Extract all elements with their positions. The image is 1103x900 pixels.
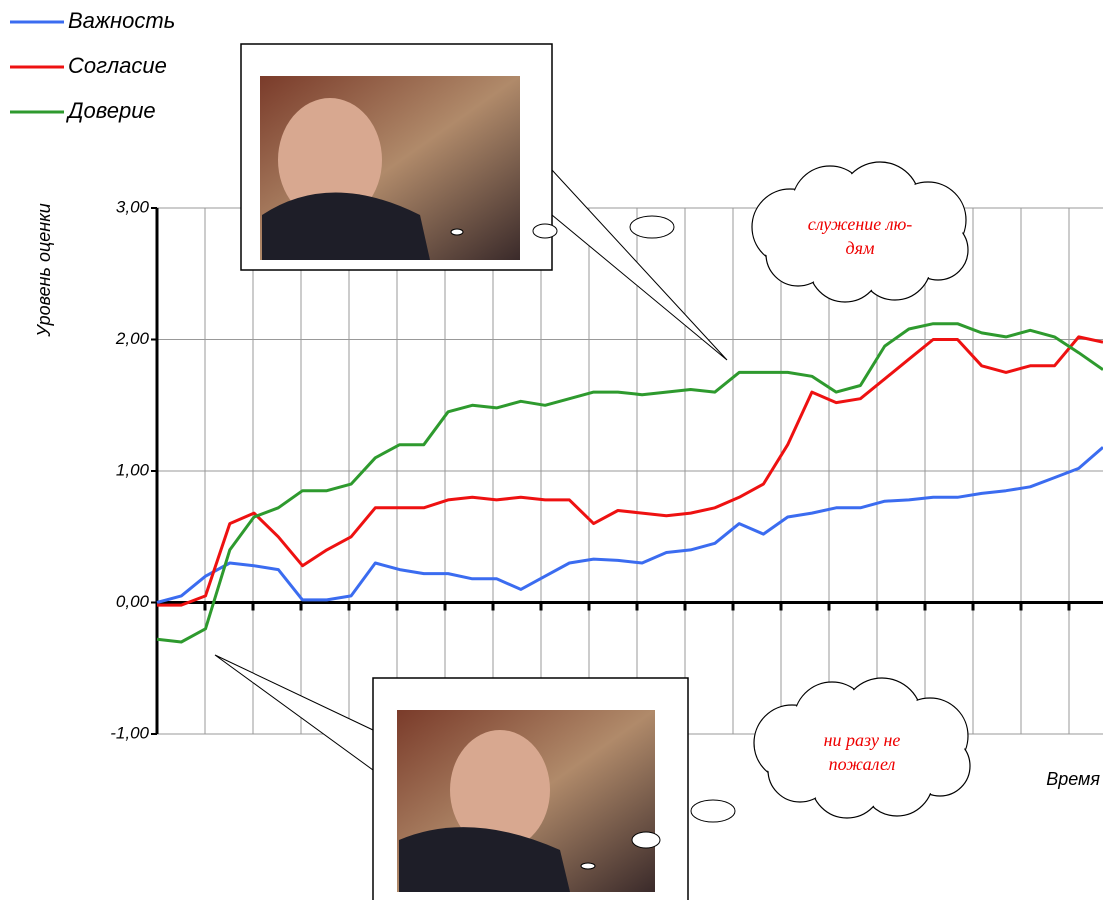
legend-label: Важность <box>68 8 175 33</box>
clouds: служение лю-дям ни разу не пожалел <box>751 161 971 819</box>
callout-pointer <box>551 168 728 361</box>
thought-bubble <box>631 831 661 849</box>
legend-label: Доверие <box>65 98 156 123</box>
legend-label: Согласие <box>68 53 167 78</box>
cloud-fill <box>813 699 911 797</box>
thought-bubble <box>532 223 558 239</box>
grid: -1,00 0,00 1,00 2,00 3,00 <box>110 197 1103 742</box>
annotation: ни разу не <box>824 730 901 750</box>
series-line <box>156 446 1103 604</box>
overlay: служение лю-дям ни разу не пожалел Уровень… <box>34 43 1100 900</box>
cloud-fill <box>811 183 909 281</box>
y-tick-label: -1,00 <box>110 723 149 742</box>
thought-bubble <box>580 862 596 870</box>
x-axis-label: Время <box>1046 769 1100 789</box>
thought-bubble <box>629 215 675 239</box>
series-line <box>156 322 1103 644</box>
legend: Важность Согласие Доверие <box>10 8 175 123</box>
series-line <box>157 335 1103 607</box>
annotation: дям <box>846 238 875 258</box>
cloud: служение лю-дям <box>751 161 969 303</box>
thought-bubble <box>690 799 736 823</box>
y-tick-label: 1,00 <box>116 460 150 479</box>
y-tick-label: 2,00 <box>115 329 150 348</box>
photo-face <box>278 98 382 222</box>
thought-bubble <box>450 228 464 236</box>
annotation: служение лю- <box>808 214 913 234</box>
y-axis-label: Уровень оценки <box>34 203 54 337</box>
annotation: пожалел <box>829 754 896 774</box>
photo-suit <box>399 827 570 892</box>
plot <box>156 322 1103 644</box>
y-tick-label: 3,00 <box>116 197 150 216</box>
photo-face <box>450 730 550 850</box>
photo-suit <box>262 192 430 260</box>
y-tick-label: 0,00 <box>116 592 150 611</box>
cloud: ни разу не пожалел <box>753 677 971 819</box>
